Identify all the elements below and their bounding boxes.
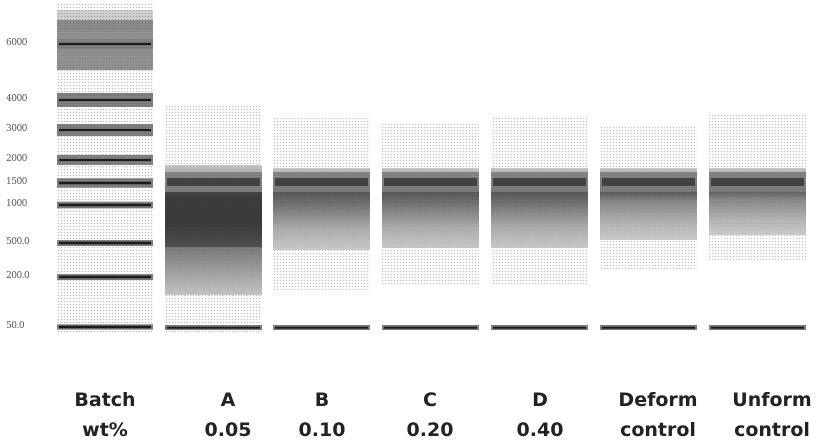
ladder-band-core: [59, 158, 151, 162]
ladder-band-core: [59, 325, 151, 329]
lane-a-main-band-core: [167, 178, 260, 186]
lane-deform-control-main-band-core: [602, 178, 695, 186]
ladder-size-label: 500.0: [6, 237, 30, 247]
caption-row2-5: control: [620, 419, 696, 441]
caption-row2-4: 0.40: [516, 419, 564, 441]
lane-b-main-band-core: [275, 178, 368, 186]
caption-row1-6: Unform: [732, 389, 812, 411]
caption-row2-3: 0.20: [406, 419, 454, 441]
caption-row2-1: 0.05: [204, 419, 252, 441]
ladder-band-core: [59, 128, 151, 132]
lane-a-dense-smear: [165, 192, 262, 247]
ladder-band-core: [59, 42, 151, 46]
ladder-band-core: [59, 275, 151, 279]
ladder-band-core: [59, 181, 151, 185]
bands-layer: [57, 39, 806, 330]
caption-row2-6: control: [734, 419, 810, 441]
caption-row2-2: 0.10: [298, 419, 346, 441]
caption-row1-5: Deform: [618, 389, 698, 411]
ladder-band-core: [59, 98, 151, 102]
lane-deform-control-marker-band-core: [602, 326, 695, 329]
caption-row1-1: A: [220, 389, 236, 411]
ladder-size-label: 50.0: [6, 321, 25, 331]
lane-unform-control-marker-band-core: [711, 326, 804, 329]
ladder-top-fade: [57, 10, 153, 30]
ladder-size-label: 1000: [6, 199, 27, 209]
lane-c-marker-band-core: [384, 326, 477, 329]
caption-row1-3: C: [423, 389, 437, 411]
ladder-band-core: [59, 241, 151, 245]
lane-d-main-band-core: [493, 178, 586, 186]
ladder-size-label: 2000: [6, 154, 27, 164]
lane-b-marker-band-core: [275, 326, 368, 329]
lane-unform-control-main-band-core: [711, 178, 804, 186]
ladder-band-core: [59, 203, 151, 207]
caption-row1-4: D: [532, 389, 548, 411]
ladder-size-label: 200.0: [6, 271, 30, 281]
caption-row1-2: B: [314, 389, 330, 411]
ladder-size-label: 6000: [6, 38, 27, 48]
lanes-layer: [57, 2, 806, 333]
caption-row2-0: wt%: [82, 419, 128, 441]
ladder-size-label: 1500: [6, 177, 27, 187]
lane-d-marker-band-core: [493, 326, 586, 329]
ladder-size-label: 4000: [6, 94, 27, 104]
lane-c-main-band-core: [384, 178, 477, 186]
ladder-size-label: 3000: [6, 124, 27, 134]
lane-a-marker-band-core: [167, 326, 260, 329]
caption-row1-0: Batch: [74, 389, 136, 411]
